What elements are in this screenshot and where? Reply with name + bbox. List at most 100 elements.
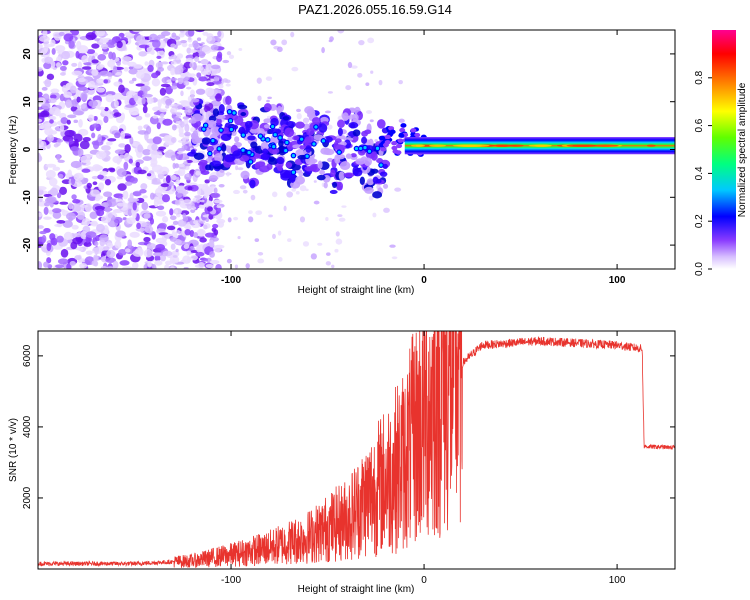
spectral-blob <box>38 186 47 191</box>
spectral-blob <box>366 178 374 186</box>
spectral-blob <box>160 61 169 65</box>
spectral-blob <box>186 86 192 90</box>
x-tick-label: 0 <box>421 575 427 586</box>
spectral-blob <box>370 70 374 74</box>
spectral-blob <box>254 238 260 242</box>
spectral-blob <box>343 139 351 149</box>
spectral-blob <box>194 195 203 199</box>
spectral-blob <box>159 113 165 118</box>
spectral-blob <box>369 119 374 123</box>
spectral-blob <box>41 86 48 91</box>
spectral-blob <box>165 175 171 184</box>
spectral-blob <box>135 161 140 168</box>
spectral-blob <box>187 109 192 113</box>
spectral-blob <box>65 99 72 109</box>
spectral-blob <box>147 64 154 73</box>
spectral-blob <box>38 140 44 148</box>
spectral-blob <box>146 173 152 177</box>
spectral-blob <box>112 260 119 269</box>
spectral-blob <box>72 110 84 116</box>
y-tick-label: -20 <box>22 237 33 252</box>
spectral-blob <box>132 202 137 211</box>
spectral-blob <box>71 70 83 76</box>
spectral-blob <box>341 205 347 208</box>
spectral-blob <box>143 87 148 96</box>
spectral-blob <box>171 32 177 38</box>
spectral-blob <box>178 163 185 168</box>
spectral-blob <box>156 169 163 175</box>
spectral-blob <box>215 264 222 269</box>
spectral-blob <box>299 145 306 150</box>
spectral-blob <box>92 181 98 186</box>
spectral-blob <box>247 135 256 141</box>
spectral-peak <box>284 139 290 146</box>
spectral-blob <box>137 144 144 153</box>
spectral-blob <box>361 136 368 144</box>
spectral-blob <box>332 181 338 189</box>
spectral-blob <box>203 224 208 230</box>
spectral-blob <box>180 90 184 97</box>
spectral-blob <box>52 208 62 214</box>
spectral-peak <box>313 124 319 130</box>
spectral-blob <box>105 257 116 263</box>
spectral-peak <box>311 141 317 147</box>
spectral-blob <box>211 126 221 137</box>
spectral-blob <box>67 114 77 119</box>
spectral-blob <box>331 264 335 269</box>
spectral-blob <box>89 221 95 226</box>
snr-panel: -100 0 100 2000 4000 6000 Height of straight… <box>8 330 676 595</box>
spectral-blob <box>103 116 109 124</box>
spectral-blob <box>391 256 398 260</box>
spectral-blob <box>170 61 177 65</box>
spectral-blob <box>218 183 225 188</box>
spectral-blob <box>170 54 178 60</box>
spectral-blob <box>400 123 407 128</box>
spectral-blob <box>204 102 214 111</box>
spectral-blob <box>172 220 179 226</box>
spectral-blob <box>190 94 195 100</box>
spectral-blob <box>242 189 248 194</box>
spectral-blob <box>234 115 244 126</box>
spectral-peak <box>264 137 271 143</box>
spectral-blob <box>211 227 217 233</box>
spectral-blob <box>180 72 186 79</box>
spectral-blob <box>52 211 62 219</box>
spectral-blob <box>171 258 176 265</box>
spectral-blob <box>380 147 387 152</box>
spectral-blob <box>152 115 159 119</box>
spectral-peak <box>298 136 305 142</box>
spectral-blob <box>97 174 104 180</box>
spectral-peak <box>270 143 277 150</box>
spectral-blob <box>190 255 199 261</box>
spectral-blob <box>184 123 190 133</box>
spectral-blob <box>155 152 163 159</box>
spectral-blob <box>287 136 294 142</box>
spectral-blob <box>175 120 181 125</box>
spectral-blob <box>38 212 43 218</box>
spectral-blob <box>81 55 89 63</box>
y-tick-label: -10 <box>22 190 33 205</box>
spectral-blob <box>143 213 151 219</box>
spectral-blob <box>132 191 142 197</box>
spectral-blob <box>234 136 240 143</box>
spectral-blob <box>186 256 191 264</box>
spectral-blob <box>179 30 185 33</box>
spectral-blob <box>109 168 116 173</box>
spectral-blob <box>213 76 219 80</box>
spectral-blob <box>193 232 198 238</box>
spectral-blob <box>175 185 187 193</box>
spectral-blob <box>77 86 88 91</box>
spectral-blob <box>85 32 97 41</box>
spectral-blob <box>155 243 166 251</box>
colorbar-tick-label: 0.6 <box>694 118 705 132</box>
spectral-blob <box>345 153 352 159</box>
spectral-blob <box>78 118 83 128</box>
spectral-blob <box>85 250 93 256</box>
spectral-blob <box>277 230 282 236</box>
spectral-blob <box>80 92 88 101</box>
spectral-blob <box>338 217 346 222</box>
spectral-blob <box>162 215 169 223</box>
spectral-blob <box>120 112 126 121</box>
spectral-blob <box>129 192 134 202</box>
spectral-blob <box>56 138 64 143</box>
